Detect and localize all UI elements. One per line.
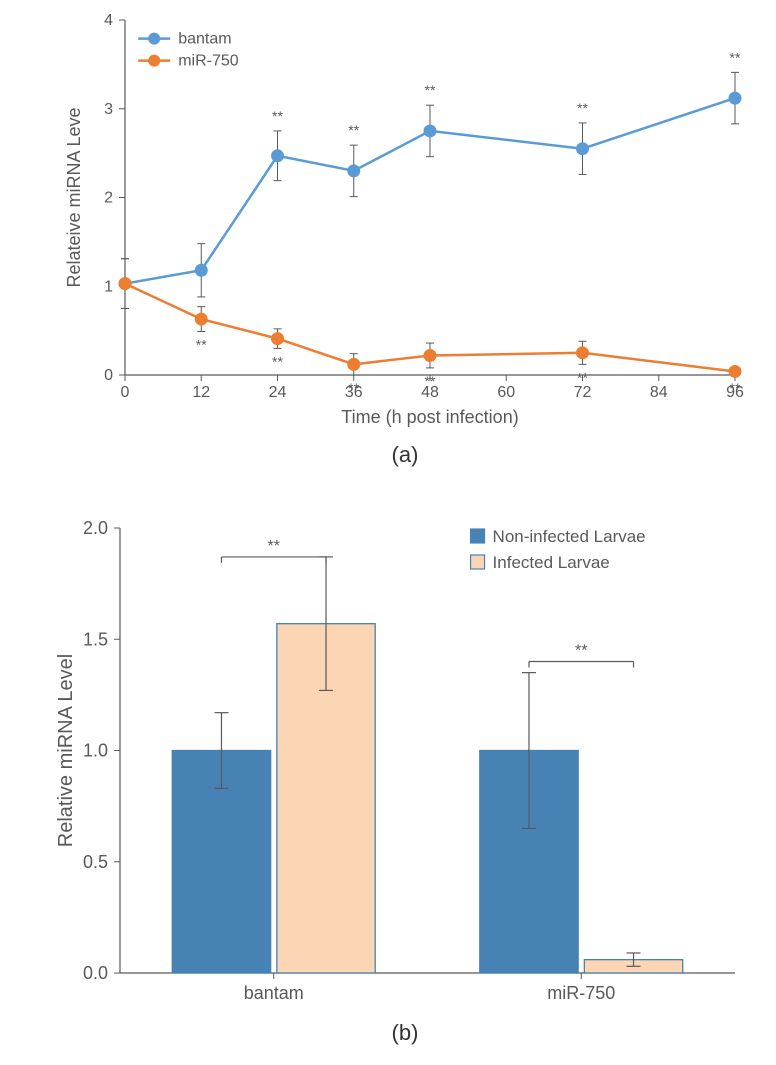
svg-text:**: **: [425, 373, 436, 389]
svg-text:Relateive miRNA Leve: Relateive miRNA Leve: [64, 107, 84, 287]
svg-text:**: **: [272, 108, 283, 124]
svg-text:**: **: [196, 337, 207, 353]
svg-text:1.0: 1.0: [83, 741, 108, 761]
svg-text:2: 2: [104, 190, 113, 207]
svg-text:**: **: [575, 643, 587, 660]
svg-text:1.5: 1.5: [83, 629, 108, 649]
svg-text:miR-750: miR-750: [547, 983, 615, 1003]
svg-text:**: **: [348, 122, 359, 138]
svg-text:4: 4: [104, 12, 113, 29]
svg-text:**: **: [577, 369, 588, 385]
svg-text:Infected Larvae: Infected Larvae: [493, 553, 610, 572]
svg-text:**: **: [272, 353, 283, 369]
svg-text:60: 60: [497, 384, 515, 401]
svg-text:**: **: [730, 380, 741, 396]
svg-text:miR-750: miR-750: [178, 53, 239, 70]
svg-text:Non-infected Larvae: Non-infected Larvae: [493, 527, 646, 546]
panel-b-sublabel: (b): [392, 1020, 419, 1046]
panel-b: 0.0 0.5 1.0 1.5 2.0 Relative miRNA Level banta…: [55, 518, 755, 1018]
svg-text:12: 12: [192, 384, 210, 401]
svg-text:Relative miRNA Level: Relative miRNA Level: [55, 654, 77, 847]
svg-text:72: 72: [574, 384, 592, 401]
svg-text:3: 3: [104, 101, 113, 118]
svg-text:**: **: [577, 100, 588, 116]
svg-text:**: **: [425, 82, 436, 98]
svg-text:bantam: bantam: [244, 983, 304, 1003]
svg-text:Time (h post infection): Time (h post infection): [341, 407, 518, 427]
panel-a-sublabel: (a): [392, 442, 419, 468]
svg-text:1: 1: [104, 278, 113, 295]
svg-text:**: **: [730, 49, 741, 65]
svg-text:0: 0: [104, 367, 113, 384]
svg-text:bantam: bantam: [178, 31, 231, 48]
svg-text:0.5: 0.5: [83, 852, 108, 872]
svg-text:2.0: 2.0: [83, 518, 108, 538]
svg-text:0.0: 0.0: [83, 963, 108, 983]
svg-text:0: 0: [121, 384, 130, 401]
svg-text:84: 84: [650, 384, 668, 401]
bar-chart-b: 0.0 0.5 1.0 1.5 2.0 Relative miRNA Level banta…: [55, 518, 755, 1018]
svg-text:24: 24: [269, 384, 287, 401]
svg-text:**: **: [348, 380, 359, 396]
svg-text:**: **: [268, 538, 280, 555]
line-chart-a: 0122436486072849601234Time (h post infec…: [55, 10, 755, 440]
panel-a: 0122436486072849601234Time (h post infec…: [55, 10, 755, 440]
